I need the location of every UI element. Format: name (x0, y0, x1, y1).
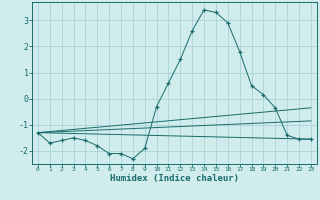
X-axis label: Humidex (Indice chaleur): Humidex (Indice chaleur) (110, 174, 239, 183)
